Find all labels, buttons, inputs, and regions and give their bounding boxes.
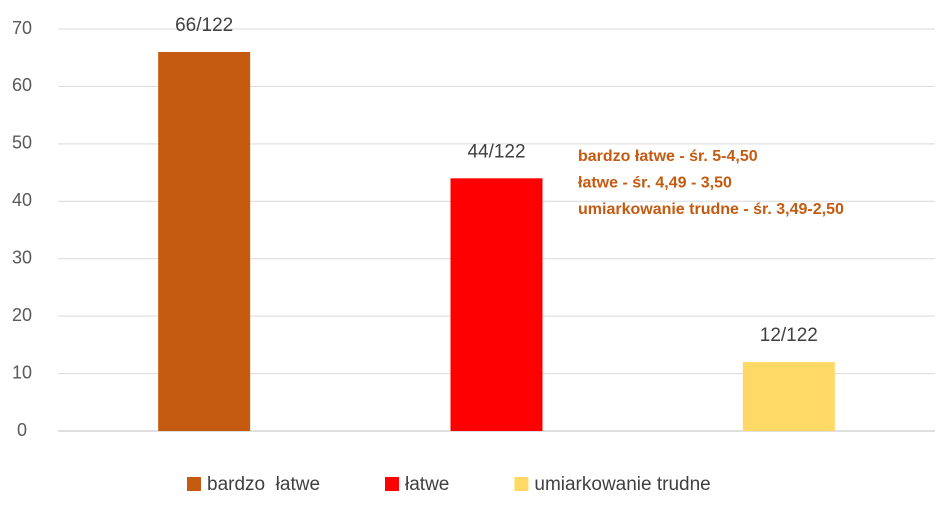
y-tick-label: 40 <box>12 190 32 210</box>
y-tick-label: 30 <box>12 247 32 267</box>
y-tick-label: 0 <box>17 420 27 440</box>
value-label: 44/122 <box>467 141 525 162</box>
y-tick-label: 10 <box>12 362 32 382</box>
legend-label: łatwe <box>405 474 449 495</box>
value-label: 66/122 <box>175 15 233 36</box>
legend-label: umiarkowanie trudne <box>534 474 710 495</box>
bar <box>450 178 543 431</box>
legend-label: bardzo łatwe <box>207 474 320 495</box>
legend-swatch <box>187 477 201 491</box>
annotation: bardzo łatwe - śr. 5-4,50 <box>578 148 758 165</box>
annotation: łatwe - śr. 4,49 - 3,50 <box>578 175 732 192</box>
legend-swatch <box>514 477 529 491</box>
legend-swatch <box>385 477 400 491</box>
bar <box>742 362 835 431</box>
y-tick-label: 20 <box>12 305 32 325</box>
y-tick-label: 60 <box>12 75 32 95</box>
value-label: 12/122 <box>760 325 818 346</box>
bar <box>158 51 251 431</box>
annotation: umiarkowanie trudne - śr. 3,49-2,50 <box>578 201 844 218</box>
y-tick-label: 70 <box>12 18 32 38</box>
y-tick-label: 50 <box>12 133 32 153</box>
